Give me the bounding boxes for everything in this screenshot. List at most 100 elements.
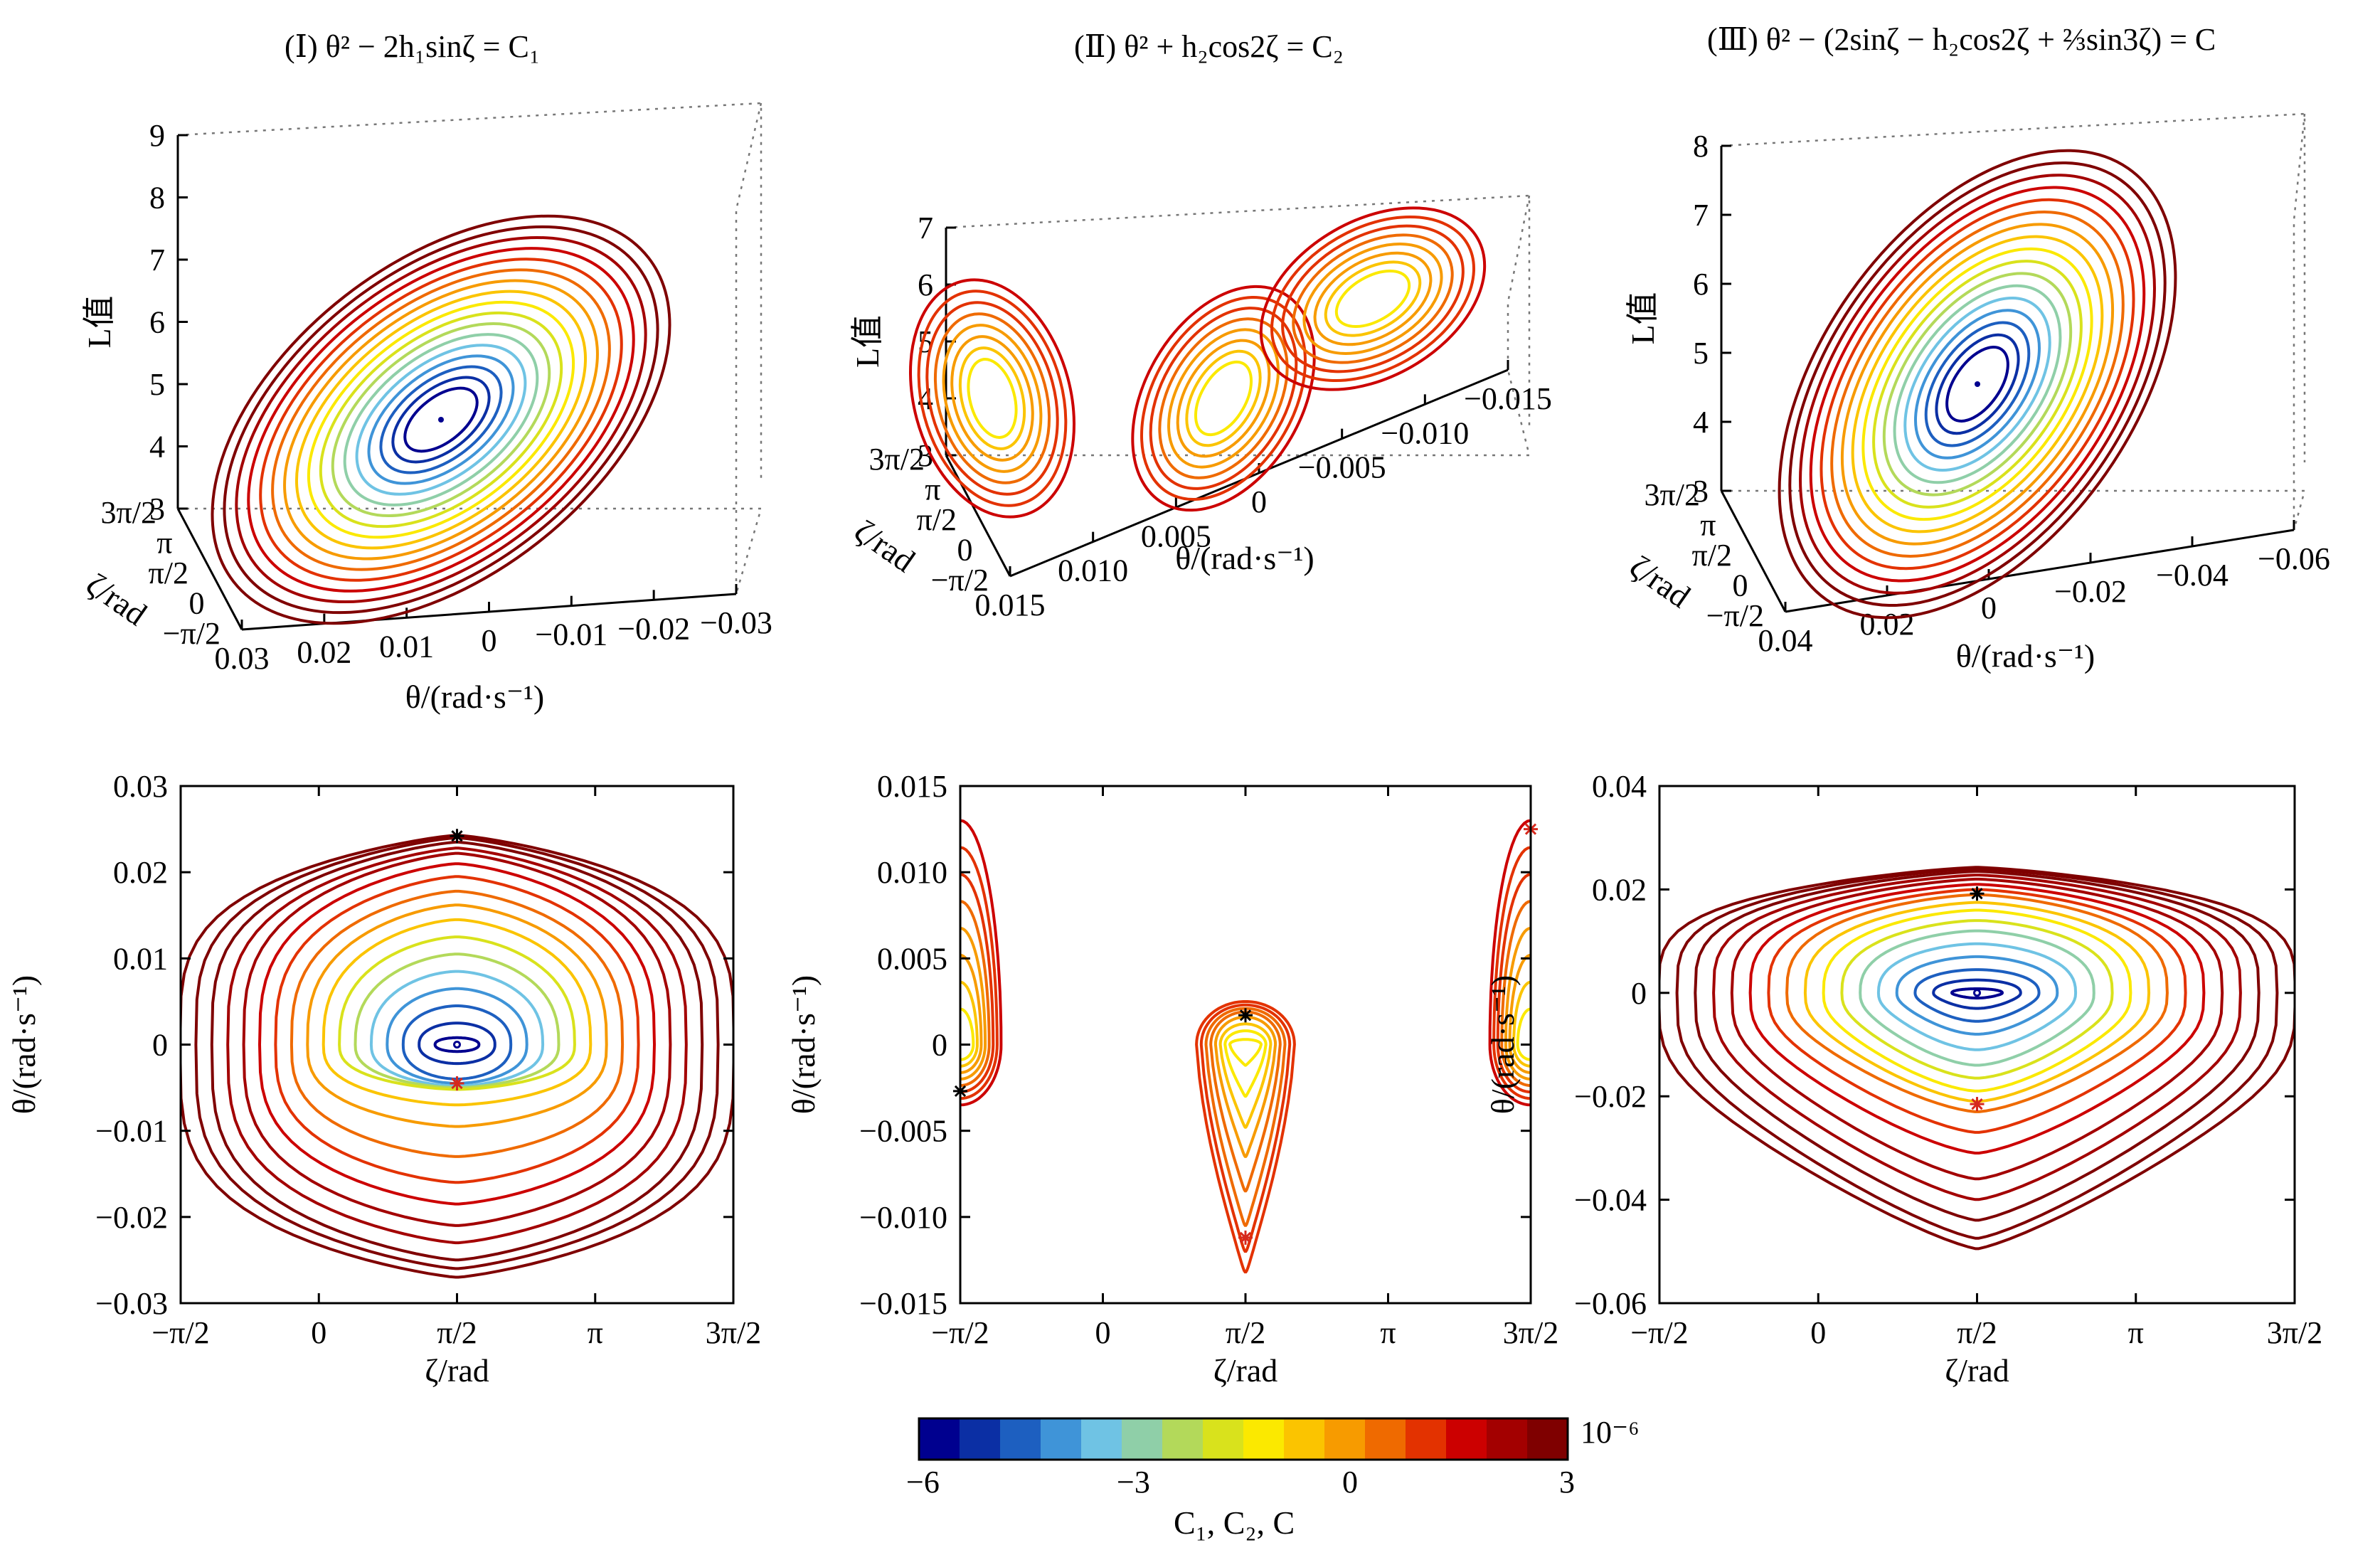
contour-line (181, 834, 733, 1279)
contour-line (386, 987, 528, 1085)
theta-tick-label: 0.010 (1058, 553, 1128, 588)
y-tick-label: −0.03 (95, 1286, 168, 1321)
contour-line (925, 301, 1059, 496)
contour-line (355, 344, 527, 496)
contour-line (1822, 908, 2132, 1093)
contour-line (1876, 942, 2078, 1051)
marker-red (1970, 1097, 1985, 1112)
contour-line (307, 300, 575, 539)
pane-line (1721, 112, 2306, 462)
marker-stroke (1971, 888, 1983, 900)
x-tick-label: π (588, 1315, 603, 1350)
zeta-tick-label: π/2 (149, 556, 188, 590)
contour-line (1228, 1038, 1263, 1067)
panel-title-III: (Ⅲ) θ² − (2sinζ − h₂cos2ζ + ⅔sin3ζ) = C (1707, 22, 2216, 57)
pane-line (1721, 489, 2306, 531)
zeta-axis-title: ζ/rad (848, 512, 921, 579)
contour-line (1488, 819, 1531, 1107)
y-tick-label: 0.005 (877, 941, 947, 976)
marker-red (1238, 1230, 1253, 1245)
panel-II-3d: 34567L值−π/20π/2π3π/20.0150.0100.0050−0.0… (848, 194, 1552, 622)
z-tick-label: 3 (1693, 474, 1709, 509)
zeta-axis (1720, 490, 1787, 612)
contour-line (1803, 901, 2151, 1103)
zeta-tick-label: 3π/2 (1645, 477, 1700, 512)
contour-line (1675, 867, 2279, 1240)
surface-group (1778, 149, 2177, 620)
contour-line (306, 903, 608, 1128)
z-tick-label: 5 (1693, 336, 1709, 371)
contour-line (1935, 333, 2020, 435)
contour-line (242, 851, 672, 1227)
theta-tick-label: 0.03 (215, 641, 270, 676)
center-point (452, 1041, 461, 1049)
contour-line (274, 875, 640, 1184)
colorbar-cell (1284, 1418, 1325, 1460)
contour-line (1185, 349, 1262, 447)
theta-axis-title: θ/(rad·s⁻¹) (1175, 540, 1314, 576)
contour-line (1504, 926, 1531, 1081)
x-tick-label: −π/2 (1630, 1315, 1688, 1350)
theta-axis-title: θ/(rad·s⁻¹) (1956, 638, 2095, 674)
theta-tick-label: 0.02 (297, 635, 351, 670)
contour-line (1176, 339, 1271, 458)
y-tick-label: 0.01 (113, 941, 168, 976)
theta-tick-label: 0.01 (379, 629, 434, 664)
colorbar-cell (1324, 1418, 1366, 1460)
contour-line (1730, 877, 2224, 1181)
contour-line (1840, 919, 2114, 1080)
contour-line (1851, 235, 2104, 534)
z-tick-label: 9 (149, 118, 165, 153)
contour-line (1158, 317, 1289, 479)
marker-black (1970, 886, 1985, 901)
theta-tick-label: 0.02 (1860, 607, 1915, 642)
theta-tick-label: 0 (1981, 590, 1997, 625)
contour-line (403, 386, 479, 453)
contour-line (211, 214, 671, 625)
contour-line (1195, 1000, 1296, 1274)
x-tick-label: −π/2 (152, 1315, 209, 1350)
contour-line (1259, 206, 1487, 391)
zeta-tick-label: π/2 (917, 502, 957, 537)
contour-line (1778, 149, 2177, 620)
contour-line (942, 324, 1043, 473)
contour-line (960, 819, 1003, 1107)
contour-line (418, 1021, 496, 1066)
z-tick-label: 6 (918, 267, 933, 302)
contour-line (960, 900, 991, 1088)
panel-III-2d: −π/2 0 π/2 π 3π/2 −0.06 −0.04 −0.02 0 0.02 0.04 ζ/r… (1484, 769, 2322, 1389)
z-axis-title: L值 (81, 295, 117, 348)
colorbar-tick-max: 3 (1559, 1465, 1575, 1499)
zeta-tick-label: π/2 (1692, 538, 1732, 573)
y-tick-label: 0 (152, 1028, 168, 1063)
contour-line (1748, 883, 2206, 1154)
contour-line (1924, 321, 2031, 447)
contour-line (1712, 874, 2242, 1201)
panel-title-II: (Ⅱ) θ² + h₂cos2ζ = C₂ (1074, 29, 1344, 64)
surface-group (908, 206, 1487, 519)
contour-line (1799, 174, 2156, 595)
contour-line (343, 333, 539, 506)
contour-line (1872, 260, 2083, 509)
zeta-tick-label: 0 (1733, 568, 1748, 603)
contour-line (338, 935, 576, 1091)
zeta-axis (945, 455, 1011, 577)
contour-line (1859, 929, 2095, 1067)
theta-tick-label: 0 (1251, 484, 1267, 519)
zeta-tick-label: π (156, 526, 172, 561)
contour-line (1840, 223, 2115, 546)
contour-line (1496, 873, 1531, 1094)
contour-line (1508, 953, 1531, 1074)
z-tick-label: 6 (1693, 267, 1709, 302)
x-tick-label: 3π/2 (706, 1315, 761, 1350)
contour-line (1788, 161, 2167, 607)
colorbar-tick-min: −6 (906, 1465, 940, 1499)
contour-line (257, 862, 657, 1206)
x-axis-title: ζ/rad (1213, 1352, 1278, 1389)
contour-line (319, 311, 563, 529)
contour-line (331, 322, 551, 518)
theta-tick-label: −0.02 (617, 611, 690, 646)
series-group (960, 819, 1531, 1274)
contour-line (960, 953, 983, 1074)
